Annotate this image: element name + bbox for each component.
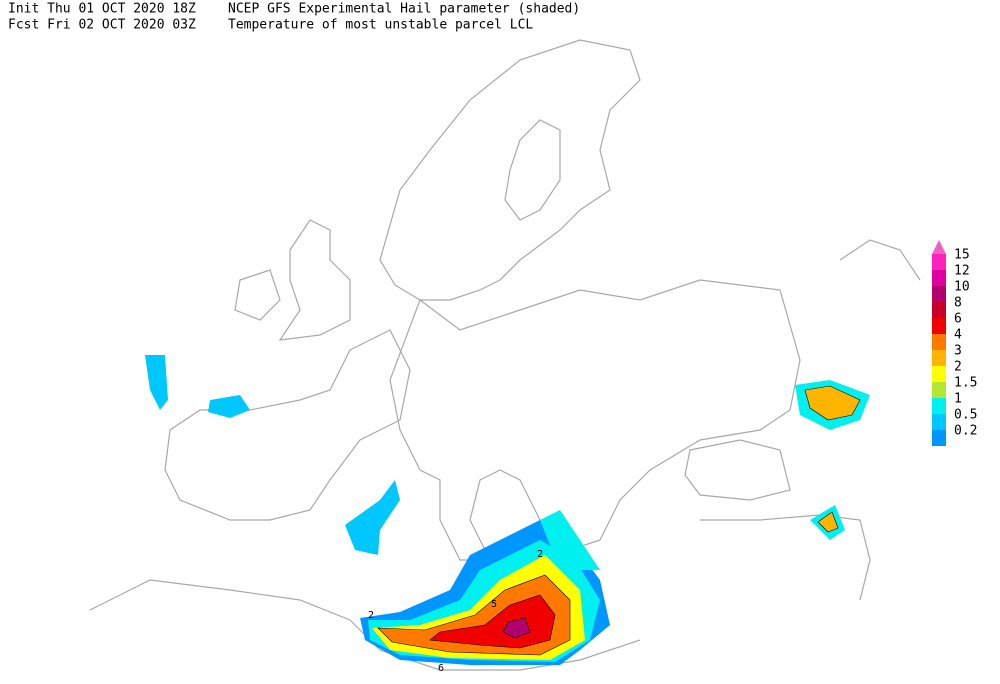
legend-label: 0.5 xyxy=(954,408,977,423)
contour-label: 2 xyxy=(368,610,374,621)
legend-swatch xyxy=(932,270,946,286)
hail-area xyxy=(817,511,839,533)
contour-label: 5 xyxy=(491,599,497,610)
legend-swatch xyxy=(932,414,946,430)
legend-swatch xyxy=(932,318,946,334)
legend-swatch xyxy=(932,430,946,446)
contour-label: 2 xyxy=(537,549,543,560)
contour-label: 6 xyxy=(438,663,444,674)
legend-swatch xyxy=(932,382,946,398)
legend-label: 2 xyxy=(954,360,962,375)
legend-label: 15 xyxy=(954,248,970,263)
legend-swatch xyxy=(932,286,946,302)
legend-swatch xyxy=(932,334,946,350)
legend-swatch xyxy=(932,398,946,414)
legend-label: 8 xyxy=(954,296,962,311)
legend-label: 0.2 xyxy=(954,424,977,439)
legend-label: 1.5 xyxy=(954,376,977,391)
hail-area xyxy=(208,395,250,418)
hail-area xyxy=(540,510,600,570)
legend-label: 6 xyxy=(954,312,962,327)
legend-label: 3 xyxy=(954,344,962,359)
legend-label: 12 xyxy=(954,264,970,279)
legend-swatch xyxy=(932,350,946,366)
hail-area xyxy=(345,480,400,555)
legend-label: 1 xyxy=(954,392,962,407)
hail-shading xyxy=(145,355,870,665)
legend-swatch xyxy=(932,366,946,382)
hail-area xyxy=(145,355,168,410)
hail-area xyxy=(502,617,531,639)
legend-arrow xyxy=(932,240,946,254)
legend-label: 4 xyxy=(954,328,962,343)
forecast-time: Fcst Fri 02 OCT 2020 03Z xyxy=(8,18,196,33)
legend-label: 10 xyxy=(954,280,970,295)
legend-swatch xyxy=(932,254,946,270)
subtitle: Temperature of most unstable parcel LCL xyxy=(228,18,533,33)
legend-swatch xyxy=(932,302,946,318)
hail-area xyxy=(804,385,861,421)
title: NCEP GFS Experimental Hail parameter (sh… xyxy=(228,2,580,17)
init-time: Init Thu 01 OCT 2020 18Z xyxy=(8,2,196,17)
